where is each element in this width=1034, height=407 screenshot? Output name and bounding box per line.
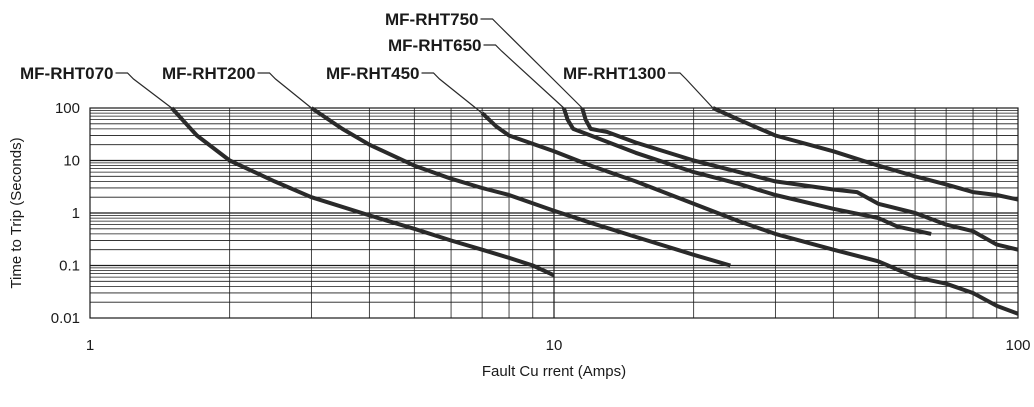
series-leader-lines: [115, 18, 714, 114]
leader-line-mf-rht070: [115, 72, 173, 109]
y-tick-label: 10: [63, 153, 80, 170]
x-tick-label: 100: [1005, 337, 1030, 354]
x-tick-label: 1: [86, 337, 94, 354]
x-axis-title: Fault Cu rrent (Amps): [482, 363, 626, 380]
x-tick-label: 10: [546, 337, 563, 354]
plot-frame: [89, 107, 1019, 319]
series-line-mf-rht650: [561, 107, 932, 236]
series-line-mf-rht200: [310, 106, 731, 268]
series-label-mf-rht650: MF-RHT650: [388, 36, 482, 55]
y-tick-label: 0.1: [59, 258, 80, 275]
y-axis-title: Time to Trip (Seconds): [8, 137, 25, 288]
series-labels: MF-RHT070 MF-RHT200 MF-RHT450 MF-RHT650 MF-R…: [20, 10, 666, 83]
series-line-mf-rht1300: [712, 106, 1019, 202]
series-label-mf-rht200: MF-RHT200: [162, 64, 256, 83]
series-label-mf-rht750: MF-RHT750: [385, 10, 479, 29]
y-tick-label: 1: [72, 205, 80, 222]
series-line-mf-rht450: [480, 111, 1019, 316]
series-curves: [170, 106, 1019, 316]
leader-line-mf-rht750: [480, 18, 583, 109]
y-tick-labels: 100 10 1 0.1 0.01: [51, 100, 80, 327]
leader-line-mf-rht450: [421, 72, 483, 114]
leader-line-mf-rht1300: [667, 72, 714, 109]
series-line-mf-rht070: [170, 106, 555, 278]
y-tick-label: 100: [55, 100, 80, 117]
leader-line-mf-rht200: [257, 72, 312, 109]
leader-line-mf-rht650: [483, 44, 565, 109]
series-label-mf-rht070: MF-RHT070: [20, 64, 114, 83]
y-tick-label: 0.01: [51, 310, 80, 327]
x-tick-labels: 1 10 100: [86, 337, 1031, 354]
series-label-mf-rht450: MF-RHT450: [326, 64, 420, 83]
chart-grid: [90, 108, 1018, 318]
series-line-mf-rht750: [580, 107, 1019, 252]
series-label-mf-rht1300: MF-RHT1300: [563, 64, 666, 83]
